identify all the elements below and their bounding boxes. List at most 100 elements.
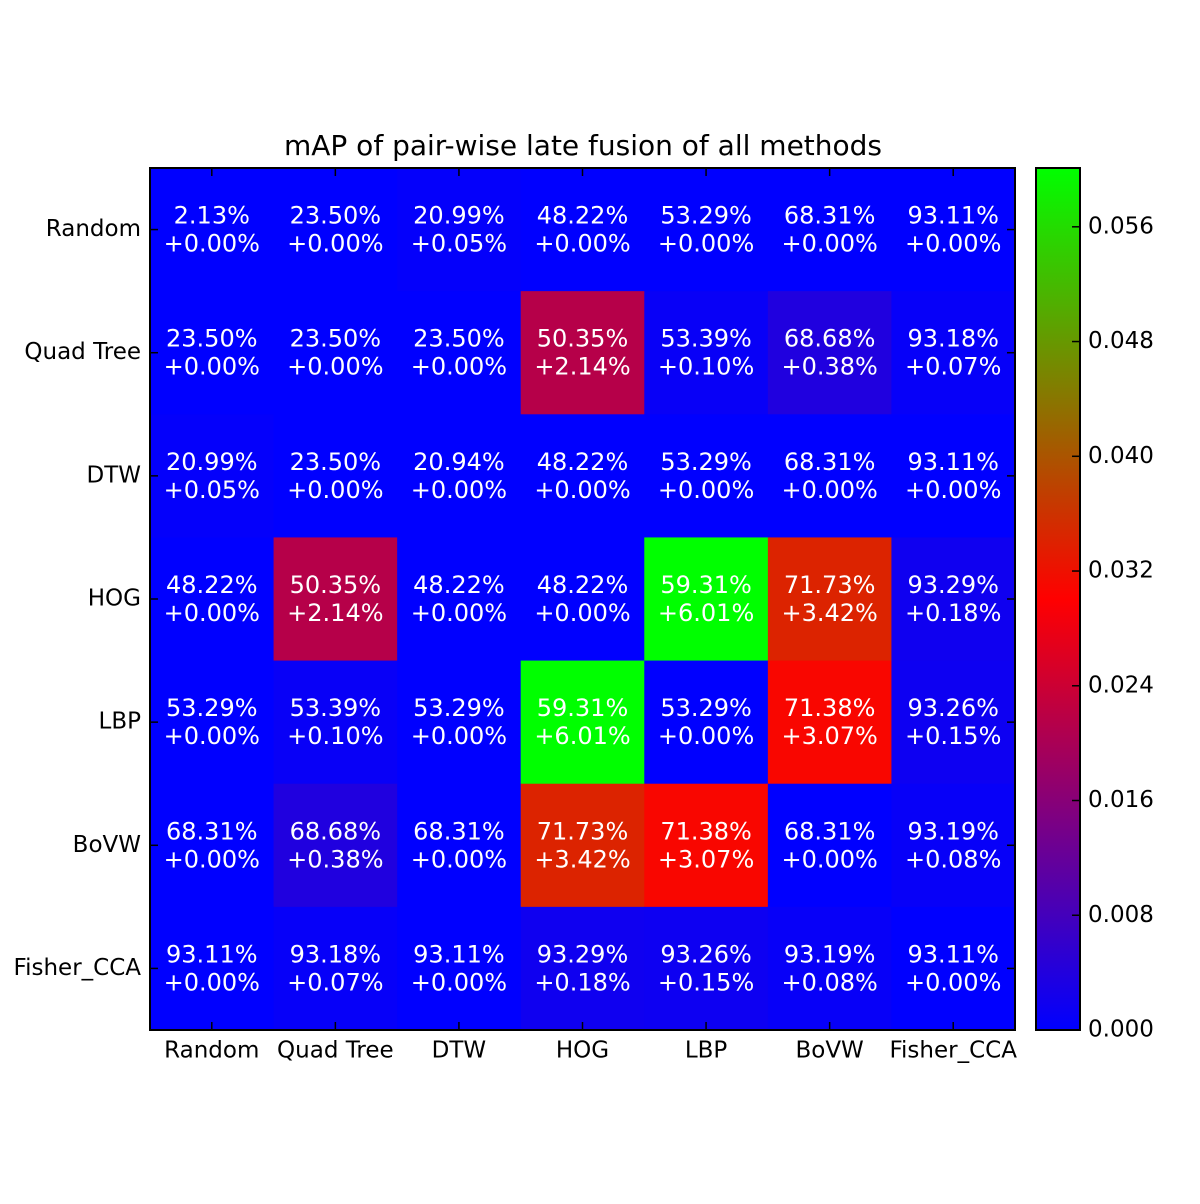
map-label: 23.50% xyxy=(290,448,382,476)
gain-label: +0.00% xyxy=(905,968,1001,996)
map-label: 53.29% xyxy=(166,694,258,722)
gain-label: +0.00% xyxy=(658,476,754,504)
map-label: 68.31% xyxy=(166,817,258,845)
map-label: 71.73% xyxy=(537,817,629,845)
heatmap-cell xyxy=(520,906,645,1031)
colorbar-tick-label: 0.048 xyxy=(1088,328,1154,354)
heatmap-cell xyxy=(397,906,522,1031)
map-label: 68.31% xyxy=(413,817,505,845)
colorbar-tick-label: 0.040 xyxy=(1088,443,1154,469)
heatmap-cell xyxy=(150,660,275,785)
gain-label: +0.00% xyxy=(411,599,507,627)
heatmap-cell xyxy=(891,537,1016,662)
heatmap-cell xyxy=(891,414,1016,538)
heatmap-cell xyxy=(397,660,522,785)
map-label: 93.11% xyxy=(907,940,999,968)
map-label: 23.50% xyxy=(166,325,258,353)
map-label: 48.22% xyxy=(537,448,629,476)
gain-label: +3.42% xyxy=(781,599,877,627)
heatmap-cell xyxy=(644,168,769,292)
heatmap-cell xyxy=(273,906,398,1031)
heatmap-cell xyxy=(520,537,645,662)
gain-label: +0.05% xyxy=(411,230,507,258)
x-tick-label: Random xyxy=(164,1038,259,1064)
x-tick-label: HOG xyxy=(556,1038,609,1064)
heatmap-cell xyxy=(644,414,769,538)
map-label: 48.22% xyxy=(537,571,629,599)
gain-label: +0.00% xyxy=(905,476,1001,504)
colorbar-tick-label: 0.016 xyxy=(1088,787,1154,813)
y-tick-label: Quad Tree xyxy=(24,339,141,365)
map-label: 53.29% xyxy=(660,202,752,230)
gain-label: +0.00% xyxy=(411,722,507,750)
heatmap-cell xyxy=(891,783,1016,908)
heatmap-cell xyxy=(520,291,645,415)
heatmap-cell xyxy=(767,660,892,785)
heatmap-cell xyxy=(767,291,892,415)
map-label: 68.68% xyxy=(290,817,382,845)
map-label: 59.31% xyxy=(660,571,752,599)
heatmap-cell xyxy=(644,783,769,908)
map-label: 23.50% xyxy=(290,202,382,230)
gain-label: +0.15% xyxy=(658,968,754,996)
x-tick-label: Fisher_CCA xyxy=(889,1038,1017,1064)
y-tick-label: Random xyxy=(46,216,141,242)
gain-label: +0.38% xyxy=(781,353,877,381)
gain-label: +0.00% xyxy=(658,230,754,258)
colorbar-tick-label: 0.032 xyxy=(1088,558,1154,584)
map-label: 20.99% xyxy=(413,202,505,230)
heatmap-cell xyxy=(767,414,892,538)
heatmap-cell xyxy=(150,783,275,908)
map-label: 93.18% xyxy=(290,940,382,968)
heatmap-cell xyxy=(644,906,769,1031)
heatmap-cell xyxy=(150,291,275,415)
gain-label: +0.00% xyxy=(411,845,507,873)
gain-label: +6.01% xyxy=(534,722,630,750)
map-label: 93.29% xyxy=(907,571,999,599)
map-label: 68.31% xyxy=(784,817,876,845)
map-label: 48.22% xyxy=(413,571,505,599)
y-tick-label: BoVW xyxy=(73,832,141,858)
gain-label: +0.00% xyxy=(164,599,260,627)
heatmap-cell xyxy=(644,660,769,785)
map-label: 53.39% xyxy=(290,694,382,722)
map-label: 93.11% xyxy=(907,202,999,230)
gain-label: +0.00% xyxy=(164,230,260,258)
heatmap-cell xyxy=(520,414,645,538)
colorbar-tick-label: 0.056 xyxy=(1088,213,1154,239)
map-label: 50.35% xyxy=(290,571,382,599)
heatmap-cell xyxy=(767,906,892,1031)
x-tick-label: LBP xyxy=(685,1038,728,1064)
x-tick-label: BoVW xyxy=(795,1038,863,1064)
gain-label: +3.42% xyxy=(534,845,630,873)
map-label: 71.38% xyxy=(660,817,752,845)
gain-label: +3.07% xyxy=(781,722,877,750)
heatmap-cell xyxy=(150,168,275,292)
heatmap-cell xyxy=(644,537,769,662)
heatmap-cell xyxy=(397,291,522,415)
gain-label: +0.10% xyxy=(658,353,754,381)
map-label: 50.35% xyxy=(537,325,629,353)
heatmap-cell xyxy=(891,906,1016,1031)
gain-label: +0.10% xyxy=(287,722,383,750)
map-label: 53.29% xyxy=(413,694,505,722)
map-label: 53.39% xyxy=(660,325,752,353)
gain-label: +0.00% xyxy=(164,845,260,873)
chart-title: mAP of pair-wise late fusion of all meth… xyxy=(284,129,882,162)
x-tick-label: DTW xyxy=(432,1038,487,1064)
colorbar-tick-label: 0.000 xyxy=(1088,1017,1154,1043)
gain-label: +0.18% xyxy=(534,968,630,996)
heatmap-cell xyxy=(397,414,522,538)
heatmap-cell xyxy=(150,906,275,1031)
gain-label: +6.01% xyxy=(658,599,754,627)
gain-label: +0.00% xyxy=(534,230,630,258)
gain-label: +0.00% xyxy=(164,722,260,750)
gain-label: +0.05% xyxy=(164,476,260,504)
map-label: 68.31% xyxy=(784,202,876,230)
map-label: 93.11% xyxy=(166,940,258,968)
colorbar-tick-label: 0.024 xyxy=(1088,672,1154,698)
gain-label: +2.14% xyxy=(287,599,383,627)
gain-label: +0.08% xyxy=(905,845,1001,873)
